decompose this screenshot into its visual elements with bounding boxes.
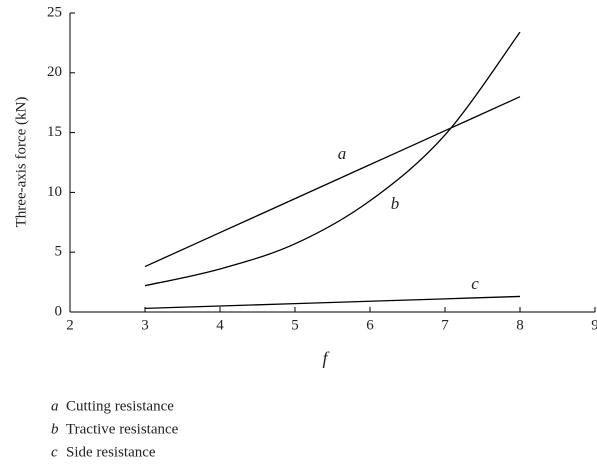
y-axis-label: Three-axis force (kN) <box>13 97 29 228</box>
x-tick-label: 8 <box>516 317 524 333</box>
series-line <box>144 31 521 287</box>
x-axis-label: f <box>322 348 330 368</box>
y-tick-label: 25 <box>47 4 62 20</box>
y-tick-label: 0 <box>55 303 63 319</box>
legend-letter: a <box>51 398 59 414</box>
x-tick-label: 2 <box>66 317 74 333</box>
series-line <box>144 96 521 268</box>
x-tick-label: 5 <box>291 317 299 333</box>
x-tick-label: 3 <box>141 317 149 333</box>
curve-label: c <box>471 274 479 293</box>
x-tick-label: 9 <box>591 317 597 333</box>
legend-letter: b <box>51 421 59 437</box>
curve-label: b <box>391 194 400 213</box>
legend-label: Cutting resistance <box>66 398 174 414</box>
y-tick-label: 10 <box>47 184 62 200</box>
y-tick-label: 20 <box>47 64 62 80</box>
legend-letter: c <box>51 444 58 460</box>
x-tick-label: 4 <box>216 317 224 333</box>
x-tick-label: 7 <box>441 317 449 333</box>
legend-label: Tractive resistance <box>66 421 179 437</box>
y-tick-label: 5 <box>55 244 63 260</box>
curve-label: a <box>338 144 347 163</box>
series-line <box>144 295 521 310</box>
x-tick-label: 6 <box>366 317 374 333</box>
y-tick-label: 15 <box>47 124 62 140</box>
legend-label: Side resistance <box>66 444 156 460</box>
